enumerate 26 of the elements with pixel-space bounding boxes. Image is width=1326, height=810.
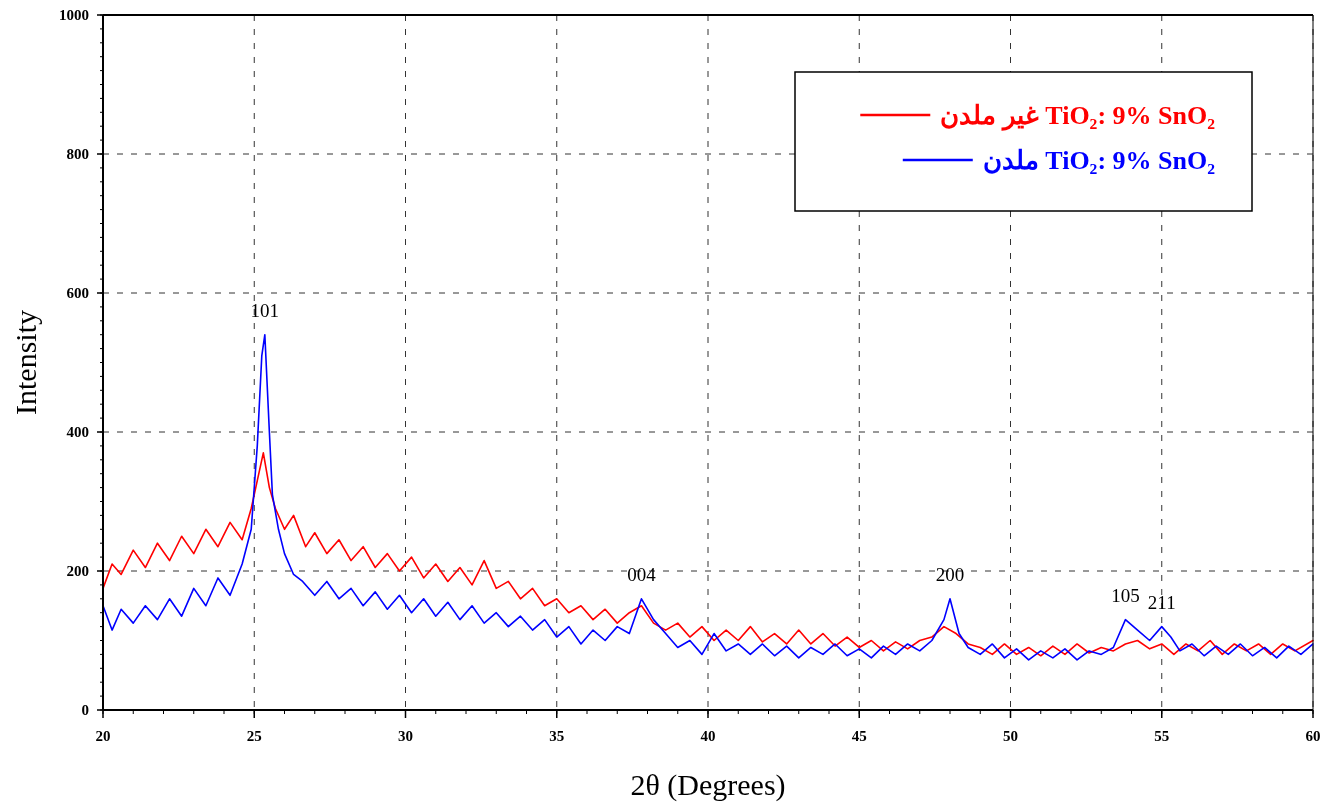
y-tick-label: 1000 [59, 7, 89, 23]
x-tick-label: 25 [246, 728, 262, 744]
y-tick-label: 200 [66, 563, 89, 579]
x-axis-title: 2θ (Degrees) [630, 768, 786, 802]
legend-label: TiO₂: 9% SnO₂ ملدن [982, 146, 1216, 175]
y-tick-label: 400 [66, 424, 89, 440]
y-axis-title: Intensity [9, 310, 42, 415]
annotation: 200 [935, 563, 965, 585]
x-tick-label: 50 [1003, 728, 1018, 744]
x-tick-label: 60 [1305, 728, 1321, 744]
x-tick-label: 55 [1154, 728, 1170, 744]
annotation: 105 [1111, 584, 1140, 606]
legend-label: TiO₂: 9% SnO₂ غير ملدن [940, 101, 1216, 131]
x-tick-label: 35 [549, 728, 565, 744]
y-tick-label: 600 [66, 285, 89, 301]
annotation: 004 [627, 563, 657, 585]
x-tick-label: 30 [398, 728, 413, 744]
annotation: 101 [250, 299, 280, 321]
x-tick-label: 45 [851, 728, 867, 744]
y-tick-label: 800 [66, 146, 89, 162]
line-series [102, 333, 1314, 661]
y-tick-label: 0 [81, 702, 89, 718]
line-series [102, 452, 1314, 657]
x-tick-label: 40 [700, 728, 716, 744]
annotation: 211 [1147, 591, 1176, 613]
x-tick-label: 20 [95, 728, 111, 744]
